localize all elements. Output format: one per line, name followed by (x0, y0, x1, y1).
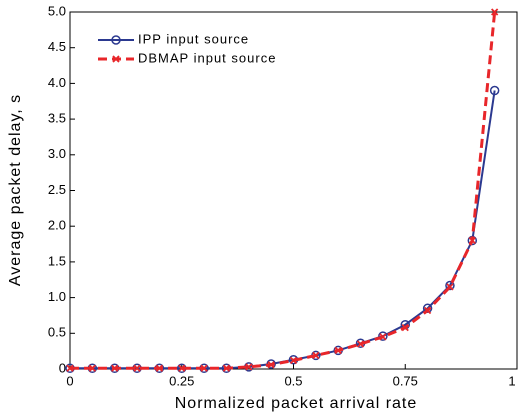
data-point (401, 323, 409, 332)
y-tick-label: 1.5 (48, 253, 66, 268)
data-point (378, 331, 388, 341)
legend-marker (111, 35, 121, 45)
data-point (267, 361, 275, 369)
data-point (379, 333, 387, 341)
data-point (423, 306, 432, 315)
series-line (70, 90, 496, 370)
data-point (445, 280, 455, 291)
data-point (133, 364, 141, 372)
y-tick-label: 2.0 (48, 218, 66, 233)
data-point (88, 364, 96, 372)
x-tick-label: 0 (66, 373, 73, 388)
legend-label: DBMAP input source (138, 50, 276, 65)
x-tick-label: 0.5 (284, 373, 302, 388)
data-point (334, 346, 342, 355)
y-tick-label: 3.5 (48, 111, 66, 126)
x-tick-label: 0.25 (169, 373, 194, 388)
y-tick-label: 0 (59, 360, 66, 375)
data-point (200, 364, 208, 372)
series-line (70, 11, 497, 370)
data-point (245, 363, 253, 371)
y-tick-label: 2.5 (48, 182, 66, 197)
plot-frame (69, 11, 518, 370)
data-point (178, 364, 186, 372)
data-point (312, 351, 320, 360)
legend-label: IPP input source (138, 31, 249, 46)
y-tick-label: 0.5 (48, 325, 66, 340)
y-axis-label: Average packet delay, s (7, 94, 24, 286)
data-point (111, 364, 119, 372)
data-point (489, 85, 500, 96)
x-tick-label: 1 (508, 373, 515, 388)
data-point (446, 283, 454, 291)
data-point (155, 364, 164, 372)
data-point (356, 340, 365, 348)
data-point (289, 356, 298, 365)
x-axis-label: Normalized packet arrival rate (175, 395, 418, 412)
data-point (491, 8, 499, 16)
y-tick-label: 3.0 (48, 146, 66, 161)
x-tick-label: 0.75 (393, 373, 418, 388)
data-point (66, 364, 74, 372)
y-tick-label: 5.0 (48, 3, 66, 18)
y-tick-label: 1.0 (48, 289, 66, 304)
y-tick-label: 4.0 (48, 75, 66, 90)
y-tick-label: 4.5 (48, 39, 66, 54)
legend-marker (112, 55, 120, 63)
data-point (222, 364, 231, 372)
data-point (468, 236, 476, 245)
